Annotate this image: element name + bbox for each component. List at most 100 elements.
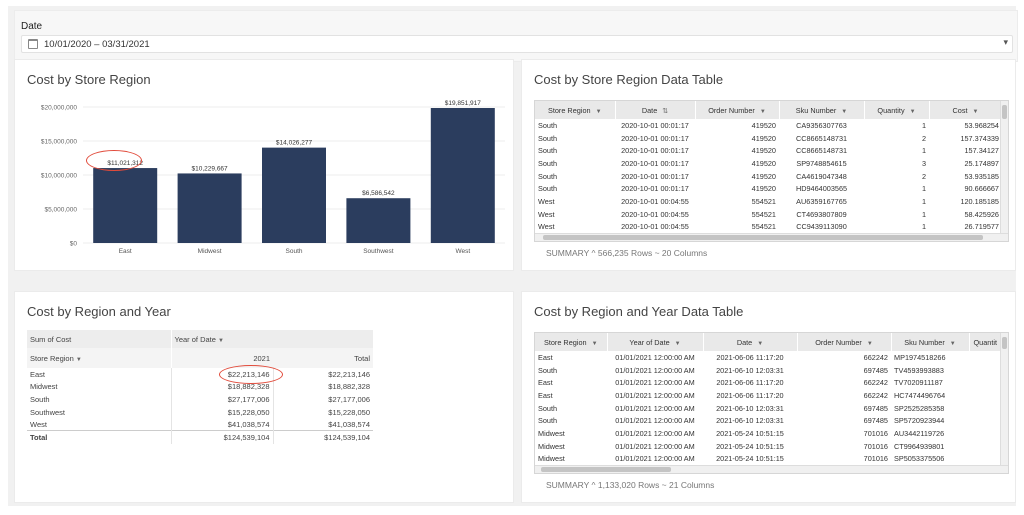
column-header[interactable]: Store Region ▼ xyxy=(535,101,616,119)
table-row[interactable]: South 2020-10-01 00:01:17 419520 CC86651487… xyxy=(535,144,1002,157)
pivot-region-cell: East xyxy=(27,368,172,381)
table-cell: CA4619047348 xyxy=(796,171,847,181)
scrollbar-thumb[interactable] xyxy=(1002,105,1007,119)
table-cell: 2021-06-06 11:17:20 xyxy=(716,352,784,362)
table-row[interactable]: South 01/01/2021 12:00:00 AM 2021-06-10 12… xyxy=(535,364,1007,377)
bar-west[interactable] xyxy=(430,108,495,244)
pivot-total-cell: $18,882,328 xyxy=(328,382,370,392)
table-cell: 01/01/2021 12:00:00 AM xyxy=(615,403,695,413)
cost-by-region-year-title: Cost by Region and Year xyxy=(27,304,171,319)
bar-value-label: $19,851,917 xyxy=(445,100,482,107)
table-row[interactable]: West 2020-10-01 00:04:55 554521 AU635916776… xyxy=(535,195,1002,208)
table-row[interactable]: South 2020-10-01 00:01:17 419520 CA93563077… xyxy=(535,119,1002,132)
bar-value-label: $14,026,277 xyxy=(276,140,313,147)
column-header[interactable]: Store Region ▼ xyxy=(535,333,608,351)
table-row[interactable]: South 2020-10-01 00:01:17 419520 SP97488546… xyxy=(535,157,1002,170)
table-row[interactable]: Midwest 01/01/2021 12:00:00 AM 2021-05-24 … xyxy=(535,427,1007,440)
cost-by-region-year-card: Cost by Region and Year Sum of Cost Year… xyxy=(14,291,514,503)
column-header[interactable]: Order Number ▼ xyxy=(695,101,780,119)
table-cell: 697485 xyxy=(863,403,888,413)
bar-midwest[interactable] xyxy=(177,173,242,243)
date-filter-label: Date xyxy=(21,21,43,32)
cost-by-store-region-card: Cost by Store Region $0 $5,000,000 $10,000… xyxy=(14,59,514,271)
scrollbar-thumb[interactable] xyxy=(1002,337,1007,349)
table-row[interactable]: East 01/01/2021 12:00:00 AM 2021-06-06 11:… xyxy=(535,389,1007,402)
table-row[interactable]: South 2020-10-01 00:01:17 419520 HD94640035… xyxy=(535,182,1002,195)
table-cell: 701016 xyxy=(863,428,888,438)
table-cell: 53.935185 xyxy=(964,171,1000,181)
table-cell: AU6359167765 xyxy=(796,196,847,206)
table-cell: South xyxy=(538,365,558,375)
horizontal-scrollbar[interactable] xyxy=(535,233,1008,241)
table-row[interactable]: East 01/01/2021 12:00:00 AM 2021-06-06 11:… xyxy=(535,376,1007,389)
table-cell: 419520 xyxy=(751,133,776,143)
table-cell: 1 xyxy=(921,146,926,156)
cost-by-store-region-title: Cost by Store Region xyxy=(27,72,151,87)
table-cell: TV7020911187 xyxy=(894,378,943,388)
table-row[interactable]: West 2020-10-01 00:04:55 554521 CC943911309… xyxy=(535,221,1002,234)
scrollbar-thumb[interactable] xyxy=(543,235,983,240)
date-range-dropdown[interactable]: 10/01/2020 – 03/31/2021 ▾ xyxy=(21,35,1013,53)
table-cell: CT4693807809 xyxy=(796,209,847,219)
table-cell: Midwest xyxy=(538,454,565,464)
table-row[interactable]: South 01/01/2021 12:00:00 AM 2021-06-10 12… xyxy=(535,414,1007,427)
pivot-column-field[interactable]: Year of Date ▼ xyxy=(174,334,224,344)
table-cell: 3 xyxy=(921,158,926,168)
table-cell: TV4593993883 xyxy=(894,365,944,375)
column-header[interactable]: Order Number ▼ xyxy=(797,333,892,351)
table-cell: 1 xyxy=(921,196,926,206)
sort-caret-icon: ▼ xyxy=(757,340,764,347)
store-table-summary[interactable]: SUMMARY ^ 566,235 Rows ~ 20 Columns xyxy=(546,248,708,258)
y-tick-label: $20,000,000 xyxy=(41,105,78,112)
table-cell: CC9439113090 xyxy=(796,222,847,232)
table-cell: 2020-10-01 00:01:17 xyxy=(621,120,689,130)
table-cell: South xyxy=(538,403,558,413)
table-cell: 2020-10-01 00:01:17 xyxy=(621,171,689,181)
table-cell: Midwest xyxy=(538,441,565,451)
table-row[interactable]: West 2020-10-01 00:04:55 554521 CT469380780… xyxy=(535,208,1002,221)
column-header[interactable]: Date ▼ xyxy=(703,333,798,351)
column-header[interactable]: Sku Number ▼ xyxy=(891,333,970,351)
pivot-total-cell: $22,213,146 xyxy=(328,369,370,379)
table-cell: South xyxy=(538,158,558,168)
table-row[interactable]: South 01/01/2021 12:00:00 AM 2021-06-10 12… xyxy=(535,402,1007,415)
calendar-icon xyxy=(28,39,38,49)
pivot-total-header: Total xyxy=(354,353,370,363)
table-cell: 157.374339 xyxy=(960,133,999,143)
table-cell: 53.968254 xyxy=(964,120,1000,130)
vertical-scrollbar[interactable] xyxy=(1000,333,1008,465)
column-header[interactable]: Date ⇅ xyxy=(615,101,696,119)
table-cell: 01/01/2021 12:00:00 AM xyxy=(615,416,695,426)
pivot-value-cell: $124,539,104 xyxy=(171,430,274,444)
column-header[interactable]: Cost ▼ xyxy=(929,101,1003,119)
table-cell: 2021-05-24 10:51:15 xyxy=(716,454,784,464)
table-cell: South xyxy=(538,416,558,426)
bar-southwest[interactable] xyxy=(346,198,411,243)
horizontal-scrollbar[interactable] xyxy=(535,465,1008,473)
column-header[interactable]: Year of Date ▼ xyxy=(607,333,704,351)
year-table-summary[interactable]: SUMMARY ^ 1,133,020 Rows ~ 21 Columns xyxy=(546,480,715,490)
table-cell: 2020-10-01 00:04:55 xyxy=(621,196,689,206)
store-region-data-table: Store Region ▼ Date ⇅ Order Number ▼ Sku Nu… xyxy=(534,100,1009,242)
table-cell: CC8665148731 xyxy=(795,133,848,143)
table-row[interactable]: East 01/01/2021 12:00:00 AM 2021-06-06 11:… xyxy=(535,351,1007,364)
table-cell: 120.185185 xyxy=(960,196,999,206)
column-header[interactable]: Sku Number ▼ xyxy=(779,101,865,119)
table-cell: 2020-10-01 00:01:17 xyxy=(621,133,689,143)
table-row[interactable]: Midwest 01/01/2021 12:00:00 AM 2021-05-24 … xyxy=(535,453,1007,466)
table-cell: 554521 xyxy=(751,196,776,206)
table-cell: West xyxy=(538,222,555,232)
column-header[interactable]: Quantity ▼ xyxy=(864,101,930,119)
table-cell: 419520 xyxy=(751,158,776,168)
table-cell: 554521 xyxy=(751,222,776,232)
pivot-row-field[interactable]: Store Region ▼ xyxy=(27,348,172,368)
vertical-scrollbar[interactable] xyxy=(1000,101,1008,233)
table-row[interactable]: Midwest 01/01/2021 12:00:00 AM 2021-05-24 … xyxy=(535,440,1007,453)
bar-south[interactable] xyxy=(262,147,326,243)
pivot-region-cell: Southwest xyxy=(27,405,172,419)
table-row[interactable]: South 2020-10-01 00:01:17 419520 CC86651487… xyxy=(535,132,1002,145)
table-row[interactable]: South 2020-10-01 00:01:17 419520 CA46190473… xyxy=(535,170,1002,183)
sort-caret-icon: ▼ xyxy=(591,340,598,347)
bar-east[interactable] xyxy=(93,168,158,243)
scrollbar-thumb[interactable] xyxy=(541,467,671,472)
